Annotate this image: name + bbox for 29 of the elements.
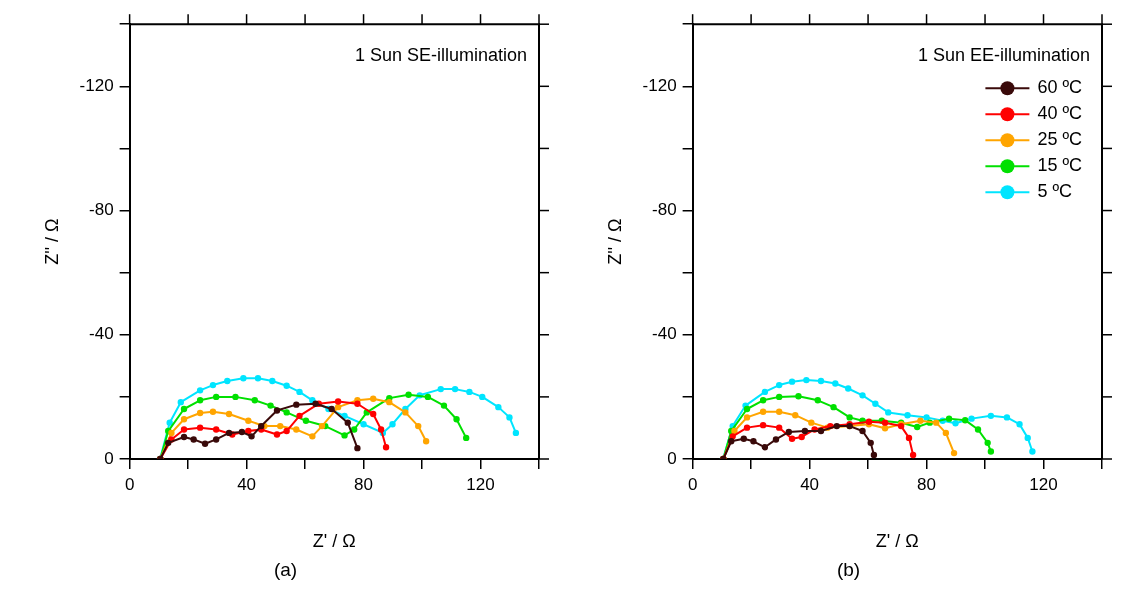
x-tick-label: 0 [124,474,135,494]
y-axis-title: Z'' / Ω [604,218,625,265]
x-axis-title: Z' / Ω [875,531,919,552]
x-tick-label: 40 [237,474,257,494]
y-tick-label: -40 [89,324,114,344]
x-tick-label: 120 [466,474,495,494]
legend-label: 15 ºC [1037,155,1083,176]
y-tick-label: -120 [79,76,114,95]
y-tick-label: -80 [652,200,677,220]
y-tick-label: 0 [667,448,677,468]
x-tick-label: 80 [917,474,937,494]
text: 1 Sun EE-illumination [917,45,1090,66]
x-tick-label: 80 [354,474,374,494]
y-tick-label: -80 [89,200,114,220]
x-tick-label: 40 [800,474,820,494]
text: (a) [273,559,298,581]
y-tick-label: -120 [642,76,677,95]
legend-label: 25 ºC [1037,129,1083,150]
x-axis-title: Z' / Ω [312,531,356,552]
legend-label: 40 ºC [1037,103,1083,124]
y-axis-title: Z'' / Ω [41,218,62,265]
x-tick-label: 0 [687,474,698,494]
x-tick-label: 120 [1029,474,1058,494]
legend-label: 60 ºC [1037,77,1083,98]
y-tick-label: 0 [104,448,114,468]
text: 1 Sun SE-illumination [354,45,527,66]
legend-label: 5 ºC [1037,181,1072,202]
text: (b) [836,559,861,581]
y-tick-label: -40 [652,324,677,344]
